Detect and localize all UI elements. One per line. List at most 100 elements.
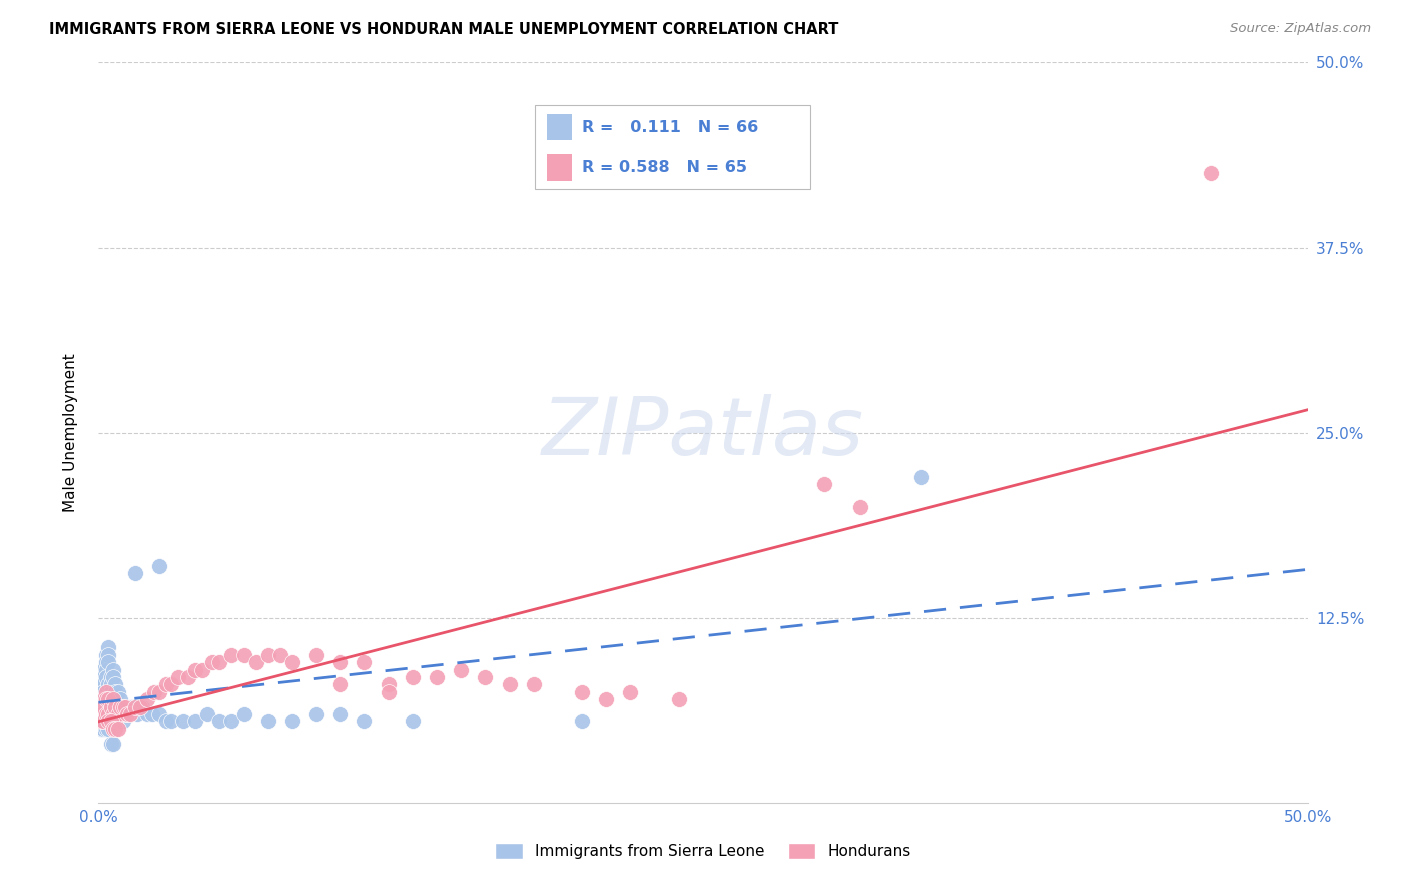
Point	[111, 714, 134, 729]
Point	[90, 699, 112, 714]
Point	[114, 699, 136, 714]
Point	[208, 714, 231, 729]
Point	[101, 663, 124, 677]
Point	[94, 685, 117, 699]
Point	[91, 692, 114, 706]
Point	[281, 655, 304, 669]
Point	[121, 699, 143, 714]
Point	[595, 692, 617, 706]
Point	[118, 699, 141, 714]
Point	[90, 685, 112, 699]
Point	[523, 677, 546, 691]
Point	[91, 714, 114, 729]
Point	[107, 685, 129, 699]
Point	[305, 706, 328, 721]
Point	[114, 706, 136, 721]
Point	[668, 692, 690, 706]
Point	[498, 677, 520, 691]
Point	[107, 706, 129, 721]
Point	[256, 714, 278, 729]
Point	[571, 685, 593, 699]
Point	[128, 699, 150, 714]
Point	[91, 699, 114, 714]
Point	[124, 699, 146, 714]
Point	[305, 648, 328, 662]
Point	[148, 685, 170, 699]
Point	[474, 670, 496, 684]
Point	[177, 670, 200, 684]
Point	[91, 722, 114, 736]
Point	[167, 670, 190, 684]
Point	[141, 706, 163, 721]
Point	[97, 677, 120, 691]
Text: R =   0.111   N = 66: R = 0.111 N = 66	[582, 120, 758, 135]
Point	[108, 699, 131, 714]
Point	[148, 558, 170, 573]
Point	[94, 648, 117, 662]
Point	[101, 692, 124, 706]
Point	[94, 722, 117, 736]
Point	[101, 722, 124, 736]
Point	[97, 714, 120, 729]
Text: Source: ZipAtlas.com: Source: ZipAtlas.com	[1230, 22, 1371, 36]
Point	[90, 706, 112, 721]
Point	[101, 692, 124, 706]
Point	[97, 692, 120, 706]
Point	[100, 677, 122, 691]
Point	[124, 566, 146, 581]
Point	[104, 685, 127, 699]
Point	[91, 663, 114, 677]
Point	[101, 706, 124, 721]
Point	[353, 655, 375, 669]
Point	[94, 692, 117, 706]
Point	[117, 706, 139, 721]
Point	[571, 714, 593, 729]
Point	[104, 722, 127, 736]
Point	[90, 692, 112, 706]
Point	[91, 685, 114, 699]
Point	[90, 706, 112, 721]
Point	[104, 714, 127, 729]
Point	[91, 692, 114, 706]
Point	[94, 663, 117, 677]
Text: R = 0.588   N = 65: R = 0.588 N = 65	[582, 160, 747, 175]
Point	[232, 648, 254, 662]
Y-axis label: Male Unemployment: Male Unemployment	[63, 353, 77, 512]
Point	[117, 706, 139, 721]
Point	[155, 677, 177, 691]
Point	[201, 655, 224, 669]
Point	[104, 699, 127, 714]
Point	[108, 692, 131, 706]
Point	[329, 706, 352, 721]
Point	[94, 706, 117, 721]
Point	[94, 655, 117, 669]
Point	[108, 706, 131, 721]
Point	[100, 670, 122, 684]
Point	[402, 670, 425, 684]
Point	[377, 677, 399, 691]
Point	[184, 663, 207, 677]
Point	[91, 677, 114, 691]
Point	[281, 714, 304, 729]
Point	[256, 648, 278, 662]
Point	[221, 648, 243, 662]
Point	[97, 706, 120, 721]
Point	[329, 677, 352, 691]
Point	[90, 722, 112, 736]
Point	[377, 685, 399, 699]
Point	[135, 692, 157, 706]
Point	[353, 714, 375, 729]
Point	[232, 706, 254, 721]
Point	[97, 648, 120, 662]
Legend: Immigrants from Sierra Leone, Hondurans: Immigrants from Sierra Leone, Hondurans	[489, 838, 917, 865]
Point	[97, 640, 120, 655]
Point	[1199, 166, 1222, 180]
Point	[143, 685, 166, 699]
Point	[91, 670, 114, 684]
Point	[813, 477, 835, 491]
Point	[111, 699, 134, 714]
Point	[100, 737, 122, 751]
Point	[124, 699, 146, 714]
Point	[450, 663, 472, 677]
Point	[329, 655, 352, 669]
